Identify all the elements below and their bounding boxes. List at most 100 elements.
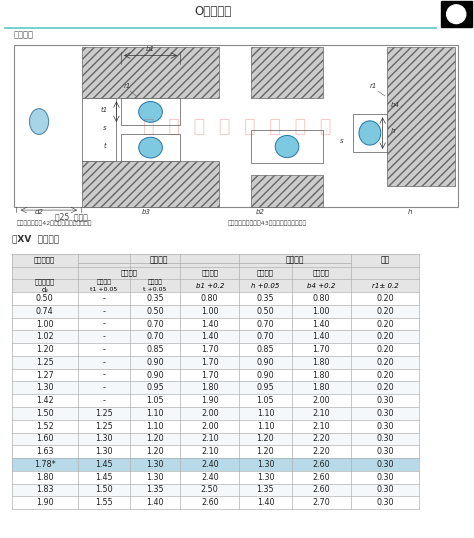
Text: t: t (104, 143, 107, 148)
Text: -: - (102, 332, 105, 341)
Bar (12, 330, 419, 343)
Text: 1.30: 1.30 (95, 434, 113, 443)
Text: b3: b3 (142, 209, 150, 215)
Text: 2.70: 2.70 (312, 498, 330, 507)
Text: -: - (102, 396, 105, 405)
Text: 1.05: 1.05 (146, 396, 164, 405)
Text: 2.10: 2.10 (201, 447, 219, 456)
Text: 动态密封
t1 +0.05: 动态密封 t1 +0.05 (90, 280, 118, 292)
Text: 1.83: 1.83 (36, 485, 54, 494)
Text: 0.50: 0.50 (256, 307, 274, 316)
Text: 2.40: 2.40 (201, 460, 219, 469)
Text: 2.20: 2.20 (312, 447, 330, 456)
Text: 0.20: 0.20 (376, 384, 394, 392)
Text: 0.20: 0.20 (376, 307, 394, 316)
Text: 0.50: 0.50 (146, 307, 164, 316)
Text: 0.90: 0.90 (146, 358, 164, 367)
Text: 图25  安装图: 图25 安装图 (55, 213, 88, 222)
Text: 0.30: 0.30 (376, 485, 393, 494)
Text: 1.50: 1.50 (95, 485, 113, 494)
Bar (82, 47, 219, 98)
Text: 0.30: 0.30 (376, 396, 393, 405)
Text: 1.20: 1.20 (146, 447, 164, 456)
Text: 2.10: 2.10 (312, 422, 330, 430)
Text: 同径尺寸参见療42页的「设计建议」一章。: 同径尺寸参见療42页的「设计建议」一章。 (16, 221, 92, 226)
Text: 静态密封
t +0.05: 静态密封 t +0.05 (144, 280, 167, 292)
Text: 1.02: 1.02 (36, 332, 54, 341)
Text: -: - (102, 345, 105, 354)
Text: 1.25: 1.25 (95, 422, 113, 430)
Bar (387, 47, 456, 186)
Bar (441, 1, 472, 27)
Text: -: - (102, 294, 105, 303)
Bar (12, 458, 419, 471)
Text: 槽截面直径
d₂: 槽截面直径 d₂ (35, 279, 55, 293)
Text: h: h (391, 128, 395, 134)
Text: 2.40: 2.40 (201, 473, 219, 482)
Text: 1.10: 1.10 (257, 422, 274, 430)
Text: 0.30: 0.30 (376, 409, 393, 418)
Text: 0.70: 0.70 (256, 320, 274, 329)
Text: 2.20: 2.20 (312, 434, 330, 443)
Text: 安装建议: 安装建议 (14, 31, 34, 40)
Ellipse shape (29, 109, 49, 134)
Text: 1.25: 1.25 (36, 358, 54, 367)
Text: 0.30: 0.30 (376, 498, 393, 507)
Text: 0.85: 0.85 (146, 345, 164, 354)
Text: 沟槽深度: 沟槽深度 (120, 270, 137, 276)
Text: 0.90: 0.90 (256, 358, 274, 367)
Text: 1.80: 1.80 (201, 384, 219, 392)
Text: O形密封圈: O形密封圈 (195, 5, 232, 18)
Text: 沟槽宽度: 沟槽宽度 (313, 270, 330, 276)
Text: s: s (103, 125, 107, 131)
Text: b1 +0.2: b1 +0.2 (195, 282, 224, 289)
Text: 0.20: 0.20 (376, 358, 394, 367)
Text: 0.95: 0.95 (256, 384, 274, 392)
Text: 2.00: 2.00 (201, 409, 219, 418)
Text: 1.78*: 1.78* (34, 460, 55, 469)
Text: 0.20: 0.20 (376, 294, 394, 303)
Text: 1.90: 1.90 (36, 498, 54, 507)
Text: 1.70: 1.70 (312, 345, 330, 354)
Text: 2.10: 2.10 (312, 409, 330, 418)
Text: 0.50: 0.50 (36, 294, 54, 303)
Text: 0.70: 0.70 (256, 332, 274, 341)
Text: -: - (102, 320, 105, 329)
Text: b1: b1 (146, 46, 155, 52)
Bar (121, 134, 180, 161)
Text: 1.10: 1.10 (146, 422, 164, 430)
Text: 1.90: 1.90 (201, 396, 219, 405)
Text: 0.90: 0.90 (146, 371, 164, 380)
Bar (12, 305, 419, 317)
Text: 1.40: 1.40 (257, 498, 274, 507)
Text: 1.27: 1.27 (36, 371, 54, 380)
Text: t1: t1 (100, 107, 107, 113)
Text: 表XV  安装尺寸: 表XV 安装尺寸 (12, 235, 59, 244)
Text: 1.30: 1.30 (95, 447, 113, 456)
Text: 2.10: 2.10 (201, 434, 219, 443)
Text: 轴向安装: 轴向安装 (286, 256, 304, 265)
Text: 1.10: 1.10 (146, 409, 164, 418)
Text: 0.30: 0.30 (376, 460, 393, 469)
Text: 沟槽宽度: 沟槽宽度 (201, 270, 218, 276)
Text: 0.90: 0.90 (256, 371, 274, 380)
Text: 1.70: 1.70 (201, 358, 219, 367)
Bar (82, 98, 117, 161)
Text: 沟槽深度: 沟槽深度 (257, 270, 274, 276)
Text: 0.30: 0.30 (376, 473, 393, 482)
Text: 2.60: 2.60 (201, 498, 219, 507)
Text: 1.30: 1.30 (146, 460, 164, 469)
Text: 1.00: 1.00 (312, 307, 330, 316)
Text: 1.30: 1.30 (257, 473, 274, 482)
Text: 0.30: 0.30 (376, 422, 393, 430)
Text: 0.30: 0.30 (376, 434, 393, 443)
Text: 1.80: 1.80 (312, 358, 330, 367)
Bar (12, 433, 419, 445)
Text: 0.95: 0.95 (146, 384, 164, 392)
Text: 2.60: 2.60 (312, 485, 330, 494)
Text: 1.30: 1.30 (257, 460, 274, 469)
Text: r1: r1 (124, 83, 131, 89)
Text: 1.45: 1.45 (95, 473, 113, 482)
Ellipse shape (275, 136, 299, 158)
Text: 1.50: 1.50 (36, 409, 54, 418)
